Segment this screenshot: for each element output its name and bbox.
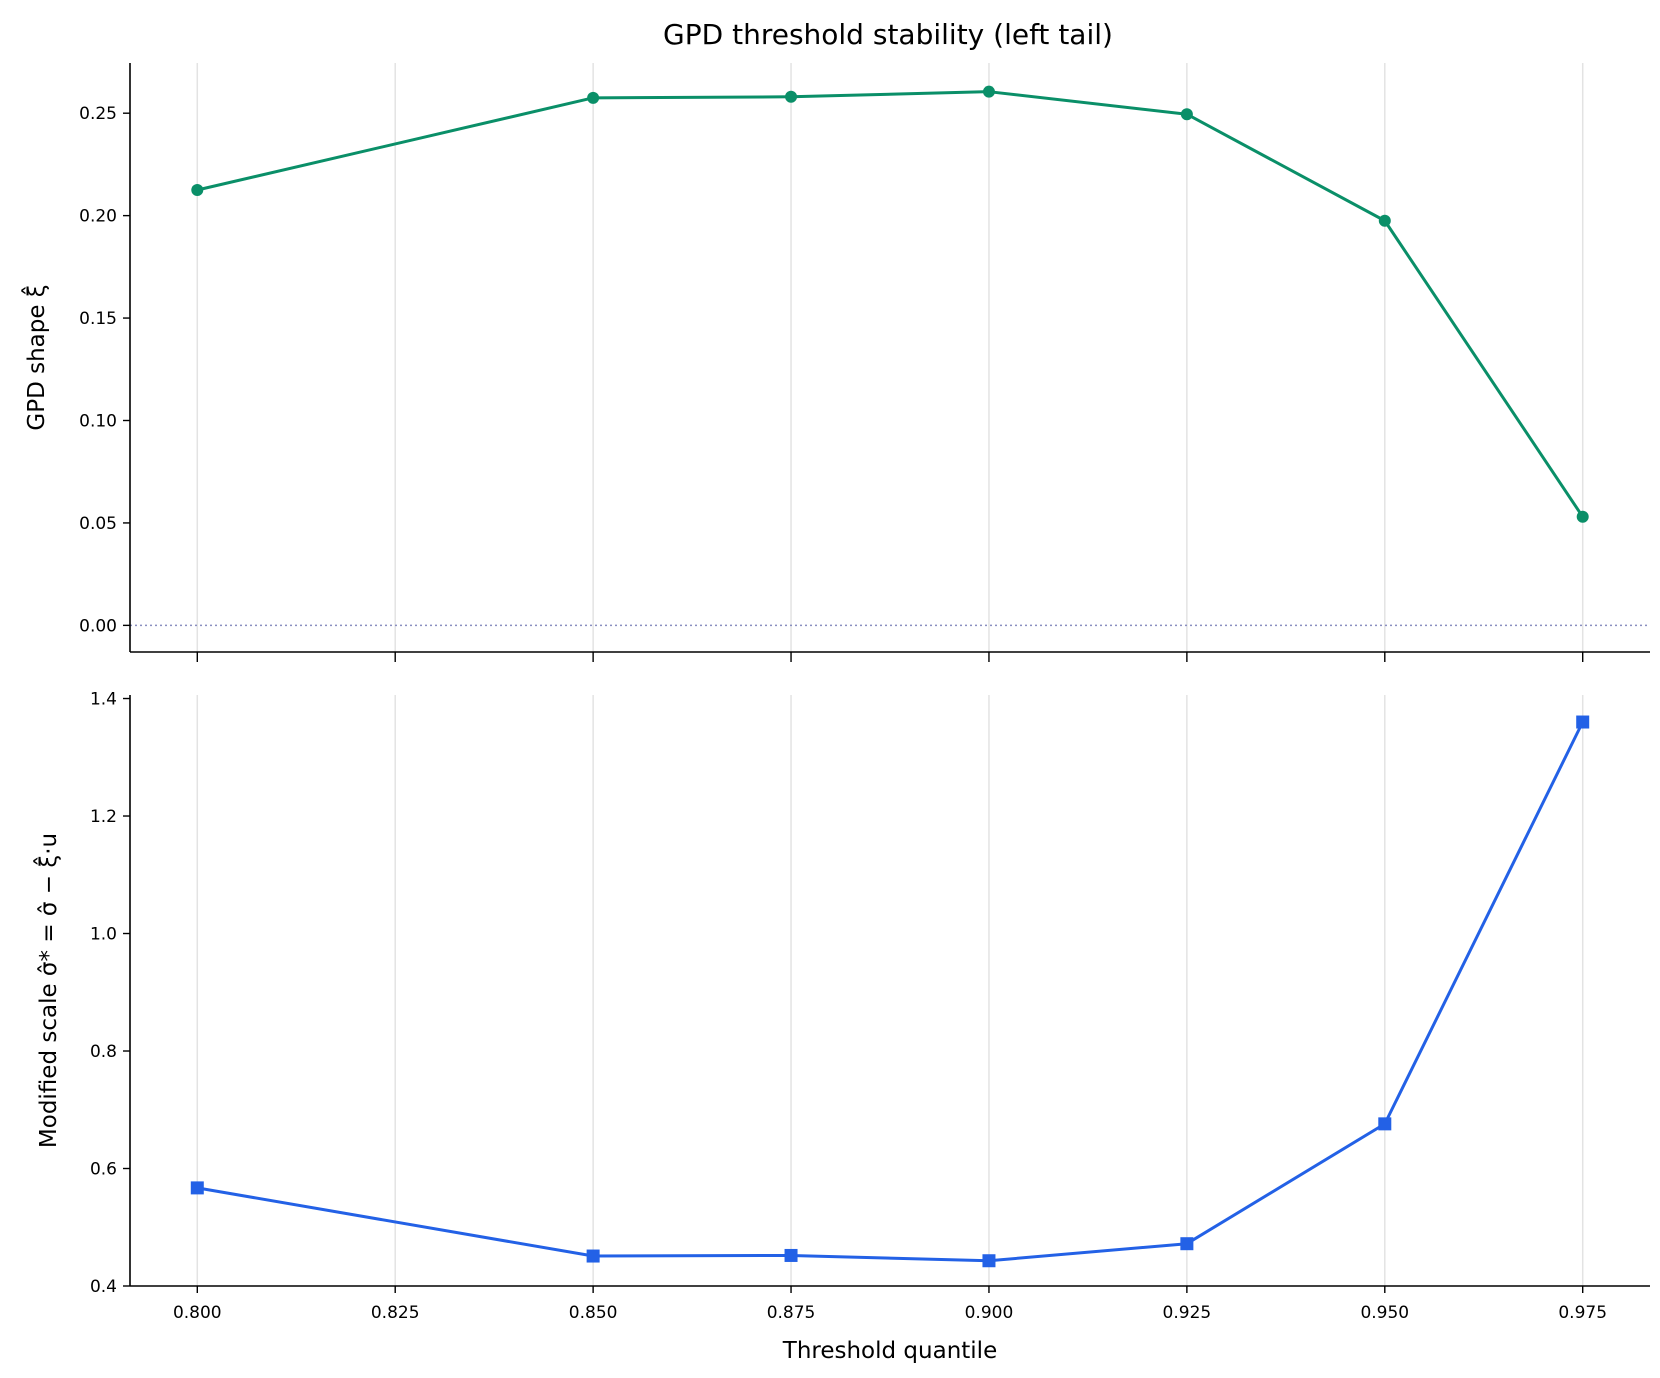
shape-panel: 0.00 0.05 0.10 0.15 0.20 0.25 GPD shape ξ̂	[21, 63, 1650, 662]
data-point	[190, 1181, 204, 1195]
data-point	[1378, 214, 1391, 227]
data-point	[1378, 1117, 1392, 1131]
data-point	[1180, 1237, 1194, 1251]
y-tick-label: 0.4	[90, 1277, 117, 1297]
data-point	[1576, 510, 1589, 523]
data-point	[1576, 715, 1590, 729]
y-tick-label: 0.6	[90, 1160, 117, 1180]
chart-title: GPD threshold stability (left tail)	[663, 18, 1113, 51]
x-tick-label: 0.800	[173, 1303, 222, 1323]
data-point	[587, 91, 600, 104]
y-tick-label: 0.15	[79, 309, 117, 329]
data-point	[784, 1248, 798, 1262]
data-point	[785, 90, 798, 103]
y-tick-label: 0.20	[79, 207, 117, 227]
scale-panel: 0.4 0.6 0.8 1.0 1.2 1.4 0.800 0.825 0.850 0.875 0.…	[33, 690, 1650, 1364]
x-tick-label: 0.950	[1360, 1303, 1409, 1323]
y-axis-label: Modified scale σ̂* = σ̂ − ξ̂·u	[33, 833, 62, 1148]
y-tick-label: 0.05	[79, 514, 117, 534]
data-point	[982, 1254, 996, 1268]
x-tick-label: 0.925	[1163, 1303, 1212, 1323]
y-tick-label: 1.2	[90, 807, 117, 827]
x-tick-label: 0.825	[371, 1303, 420, 1323]
series-line	[197, 721, 1585, 1263]
y-tick-label: 1.0	[90, 925, 117, 945]
x-tick-label: 0.875	[767, 1303, 816, 1323]
y-axis-label: GPD shape ξ̂	[21, 284, 50, 430]
y-tick-label: 0.10	[79, 411, 117, 431]
y-tick-label: 0.00	[79, 616, 117, 636]
data-point	[586, 1249, 600, 1263]
y-tick-label: 1.4	[90, 690, 117, 710]
x-tick-label: 0.975	[1558, 1303, 1607, 1323]
x-tick-label: 0.850	[569, 1303, 618, 1323]
y-tick-label: 0.8	[90, 1042, 117, 1062]
data-point	[982, 85, 995, 98]
data-point	[1180, 108, 1193, 121]
y-tick-label: 0.25	[79, 104, 117, 124]
x-axis-label: Threshold quantile	[782, 1338, 997, 1364]
series-line	[196, 90, 1584, 518]
x-tick-label: 0.900	[965, 1303, 1014, 1323]
data-point	[191, 184, 204, 197]
